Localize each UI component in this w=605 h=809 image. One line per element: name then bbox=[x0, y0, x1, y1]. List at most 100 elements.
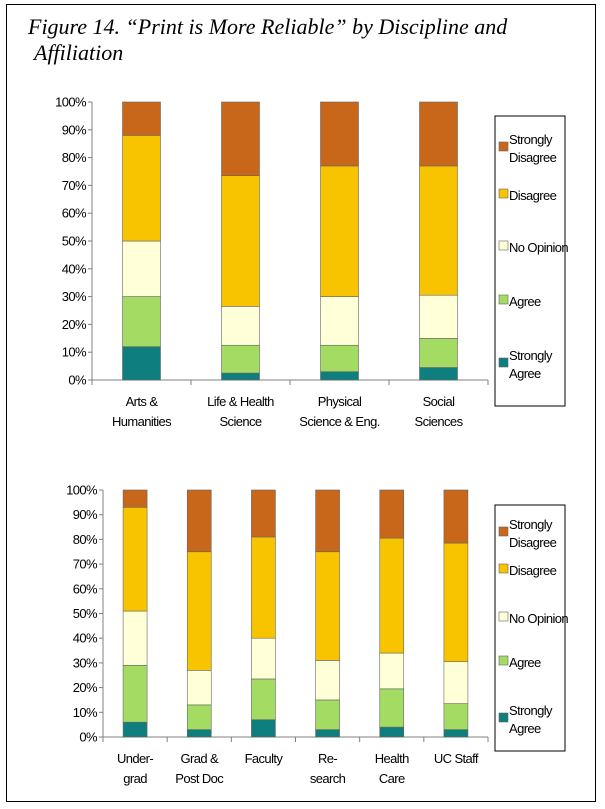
legend-swatch-disagree bbox=[498, 563, 509, 574]
bar-segment-strongly-disagree bbox=[315, 489, 340, 553]
x-category-label: Sciences bbox=[415, 414, 464, 429]
legend-label: Disagree bbox=[509, 188, 557, 203]
x-category-label: Science & Eng. bbox=[299, 414, 380, 429]
bar-segment-agree bbox=[315, 699, 340, 730]
figure-title-line-2: Affiliation bbox=[34, 40, 124, 65]
bar-segment-agree bbox=[251, 678, 276, 721]
x-category-label: Health bbox=[375, 751, 409, 766]
bar-segment-no-opinion bbox=[443, 661, 469, 704]
bar-segment-strongly-disagree bbox=[122, 101, 161, 136]
legend-box bbox=[494, 115, 566, 407]
legend-label: Disagree bbox=[509, 535, 557, 550]
bar-segment-no-opinion bbox=[186, 670, 212, 706]
bar-segment-strongly-disagree bbox=[320, 101, 359, 167]
y-tick-label: 30% bbox=[73, 655, 98, 670]
x-category-label: Physical bbox=[318, 394, 362, 409]
y-tick-label: 50% bbox=[73, 606, 98, 621]
bar-segment-agree bbox=[320, 344, 359, 372]
bar-segment-strongly-agree bbox=[379, 726, 405, 738]
y-tick-label: 80% bbox=[62, 150, 87, 165]
bar-segment-agree bbox=[443, 703, 469, 730]
figure-title: Figure 14. “Print is More Reliable” by D… bbox=[28, 14, 568, 66]
bar-segment-strongly-disagree bbox=[419, 101, 458, 167]
y-tick-label: 40% bbox=[62, 261, 87, 276]
y-tick-label: 0% bbox=[79, 730, 98, 745]
bar-segment-no-opinion bbox=[251, 637, 276, 680]
legend-label: Disagree bbox=[509, 563, 557, 578]
chart-1: 0% 10% 20% 30% 40% 50% 60% 70% 80% 90% 100% Arts & H… bbox=[55, 95, 569, 430]
bar-segment-strongly-agree bbox=[221, 372, 260, 381]
bar-segment-strongly-agree bbox=[419, 367, 458, 381]
y-tick-label: 90% bbox=[73, 507, 98, 522]
y-tick-label: 10% bbox=[62, 345, 87, 360]
x-category-label: Science bbox=[219, 414, 261, 429]
y-tick-label: 70% bbox=[62, 178, 87, 193]
legend-label: No Opinion bbox=[509, 240, 568, 255]
y-tick-label: 20% bbox=[62, 317, 87, 332]
legend-label: Agree bbox=[509, 721, 541, 736]
legend-box bbox=[494, 504, 566, 752]
y-tick-label: 70% bbox=[73, 557, 98, 572]
bar-segment-no-opinion bbox=[122, 240, 161, 297]
bar-segment-strongly-disagree bbox=[251, 489, 276, 538]
bar-segment-disagree bbox=[122, 135, 161, 242]
bar-segment-strongly-agree bbox=[443, 729, 469, 738]
bar-segment-disagree bbox=[221, 175, 260, 307]
y-tick-label: 100% bbox=[66, 483, 98, 498]
bar-segment-agree bbox=[122, 665, 148, 723]
bar-segment-strongly-agree bbox=[315, 729, 340, 738]
x-category-label: Life & Health bbox=[207, 394, 274, 409]
bar-segment-strongly-agree bbox=[251, 719, 276, 738]
bar-segment-agree bbox=[122, 296, 161, 347]
legend-label: No Opinion bbox=[509, 611, 568, 626]
bar-segment-no-opinion bbox=[320, 296, 359, 346]
y-tick-label: 30% bbox=[62, 289, 87, 304]
y-tick-label: 100% bbox=[55, 95, 87, 110]
bar-segment-disagree bbox=[315, 551, 340, 661]
y-tick-label: 10% bbox=[73, 705, 98, 720]
y-tick-label: 0% bbox=[68, 373, 87, 388]
legend-swatch-strongly-disagree bbox=[498, 526, 509, 537]
bar-segment-agree bbox=[379, 688, 405, 728]
legend-label: Agree bbox=[509, 294, 541, 309]
legend-label: Agree bbox=[509, 655, 541, 670]
y-tick-label: 50% bbox=[62, 234, 87, 249]
figure-title-line-1: Figure 14. “Print is More Reliable” by D… bbox=[28, 14, 508, 39]
y-tick-label: 60% bbox=[73, 581, 98, 596]
legend-swatch-agree bbox=[498, 655, 509, 666]
x-category-label: Re- bbox=[318, 751, 337, 766]
bar-segment-agree bbox=[221, 344, 260, 374]
x-category-label: Faculty bbox=[245, 751, 284, 766]
bar-segment-strongly-disagree bbox=[443, 489, 469, 544]
bar-segment-agree bbox=[419, 337, 458, 368]
bar-segment-strongly-agree bbox=[122, 721, 148, 738]
bar-segment-disagree bbox=[443, 542, 469, 662]
bar-segment-disagree bbox=[122, 506, 148, 612]
x-category-label: grad bbox=[123, 771, 147, 786]
bar-segment-disagree bbox=[379, 537, 405, 654]
legend-label: Disagree bbox=[509, 150, 557, 165]
bar-segment-strongly-disagree bbox=[186, 489, 212, 553]
y-tick-label: 90% bbox=[62, 122, 87, 137]
bar-segment-strongly-agree bbox=[186, 729, 212, 738]
bar-segment-no-opinion bbox=[315, 660, 340, 701]
legend-swatch-strongly-disagree bbox=[498, 141, 509, 152]
legend-swatch-strongly-agree bbox=[498, 712, 509, 723]
bar-segment-no-opinion bbox=[419, 294, 458, 339]
x-category-label: UC Staff bbox=[434, 751, 479, 766]
y-tick-label: 80% bbox=[73, 532, 98, 547]
bar-segment-agree bbox=[186, 704, 212, 730]
x-category-label: Humanities bbox=[112, 414, 172, 429]
legend-label: Strongly bbox=[509, 517, 553, 532]
bar-segment-no-opinion bbox=[379, 652, 405, 690]
x-category-label: search bbox=[310, 771, 346, 786]
legend-swatch-disagree bbox=[498, 188, 509, 199]
y-tick-label: 20% bbox=[73, 680, 98, 695]
bar-segment-strongly-disagree bbox=[221, 101, 260, 176]
bar-segment-disagree bbox=[186, 551, 212, 671]
x-category-label: Post Doc bbox=[175, 771, 224, 786]
legend-swatch-no-opinion bbox=[498, 240, 509, 251]
bar-segment-disagree bbox=[320, 165, 359, 297]
bar-segment-strongly-disagree bbox=[122, 489, 148, 508]
x-category-label: Grad & bbox=[180, 751, 219, 766]
